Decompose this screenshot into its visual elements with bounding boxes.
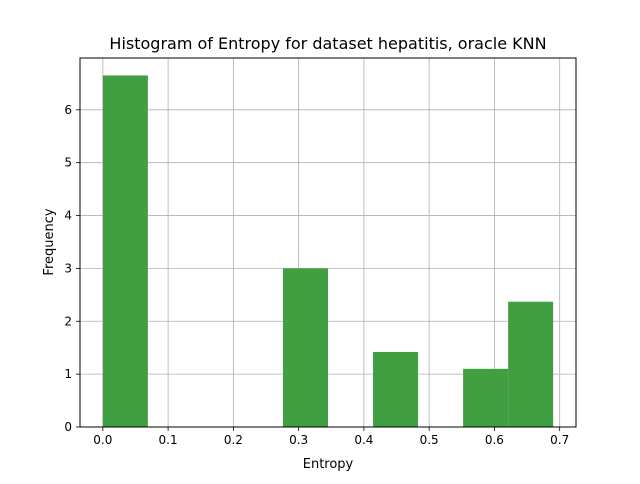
histogram-bar <box>102 75 148 427</box>
y-tick-label: 0 <box>64 420 72 434</box>
x-tick-label: 0.4 <box>354 433 373 447</box>
x-tick-label: 0.2 <box>224 433 243 447</box>
x-axis-label: Entropy <box>303 457 354 472</box>
histogram-bar <box>282 268 328 427</box>
y-tick-label: 4 <box>64 209 72 223</box>
plot-frame <box>79 57 577 428</box>
x-tick-label: 0.0 <box>93 433 112 447</box>
histogram-bar <box>508 301 554 427</box>
x-tick-label: 0.7 <box>550 433 569 447</box>
y-tick-label: 1 <box>64 367 72 381</box>
x-tick-label: 0.6 <box>485 433 504 447</box>
histogram-bar <box>373 351 419 427</box>
histogram-bars <box>102 75 554 427</box>
y-tick-label: 2 <box>64 314 72 328</box>
y-tick-label: 5 <box>64 156 72 170</box>
x-tick-label: 0.3 <box>289 433 308 447</box>
y-tick-label: 3 <box>64 261 72 275</box>
axis-ticks: 0.0 0.1 0.2 0.3 0.4 0.5 0.6 0.7 0 1 2 3 4 5 6 <box>64 103 569 447</box>
y-tick-label: 6 <box>64 103 72 117</box>
x-tick-label: 0.1 <box>159 433 178 447</box>
y-axis-label: Frequency <box>42 208 57 275</box>
histogram-bar <box>463 368 509 427</box>
x-tick-label: 0.5 <box>420 433 439 447</box>
chart-title: Histogram of Entropy for dataset hepatit… <box>109 34 546 53</box>
